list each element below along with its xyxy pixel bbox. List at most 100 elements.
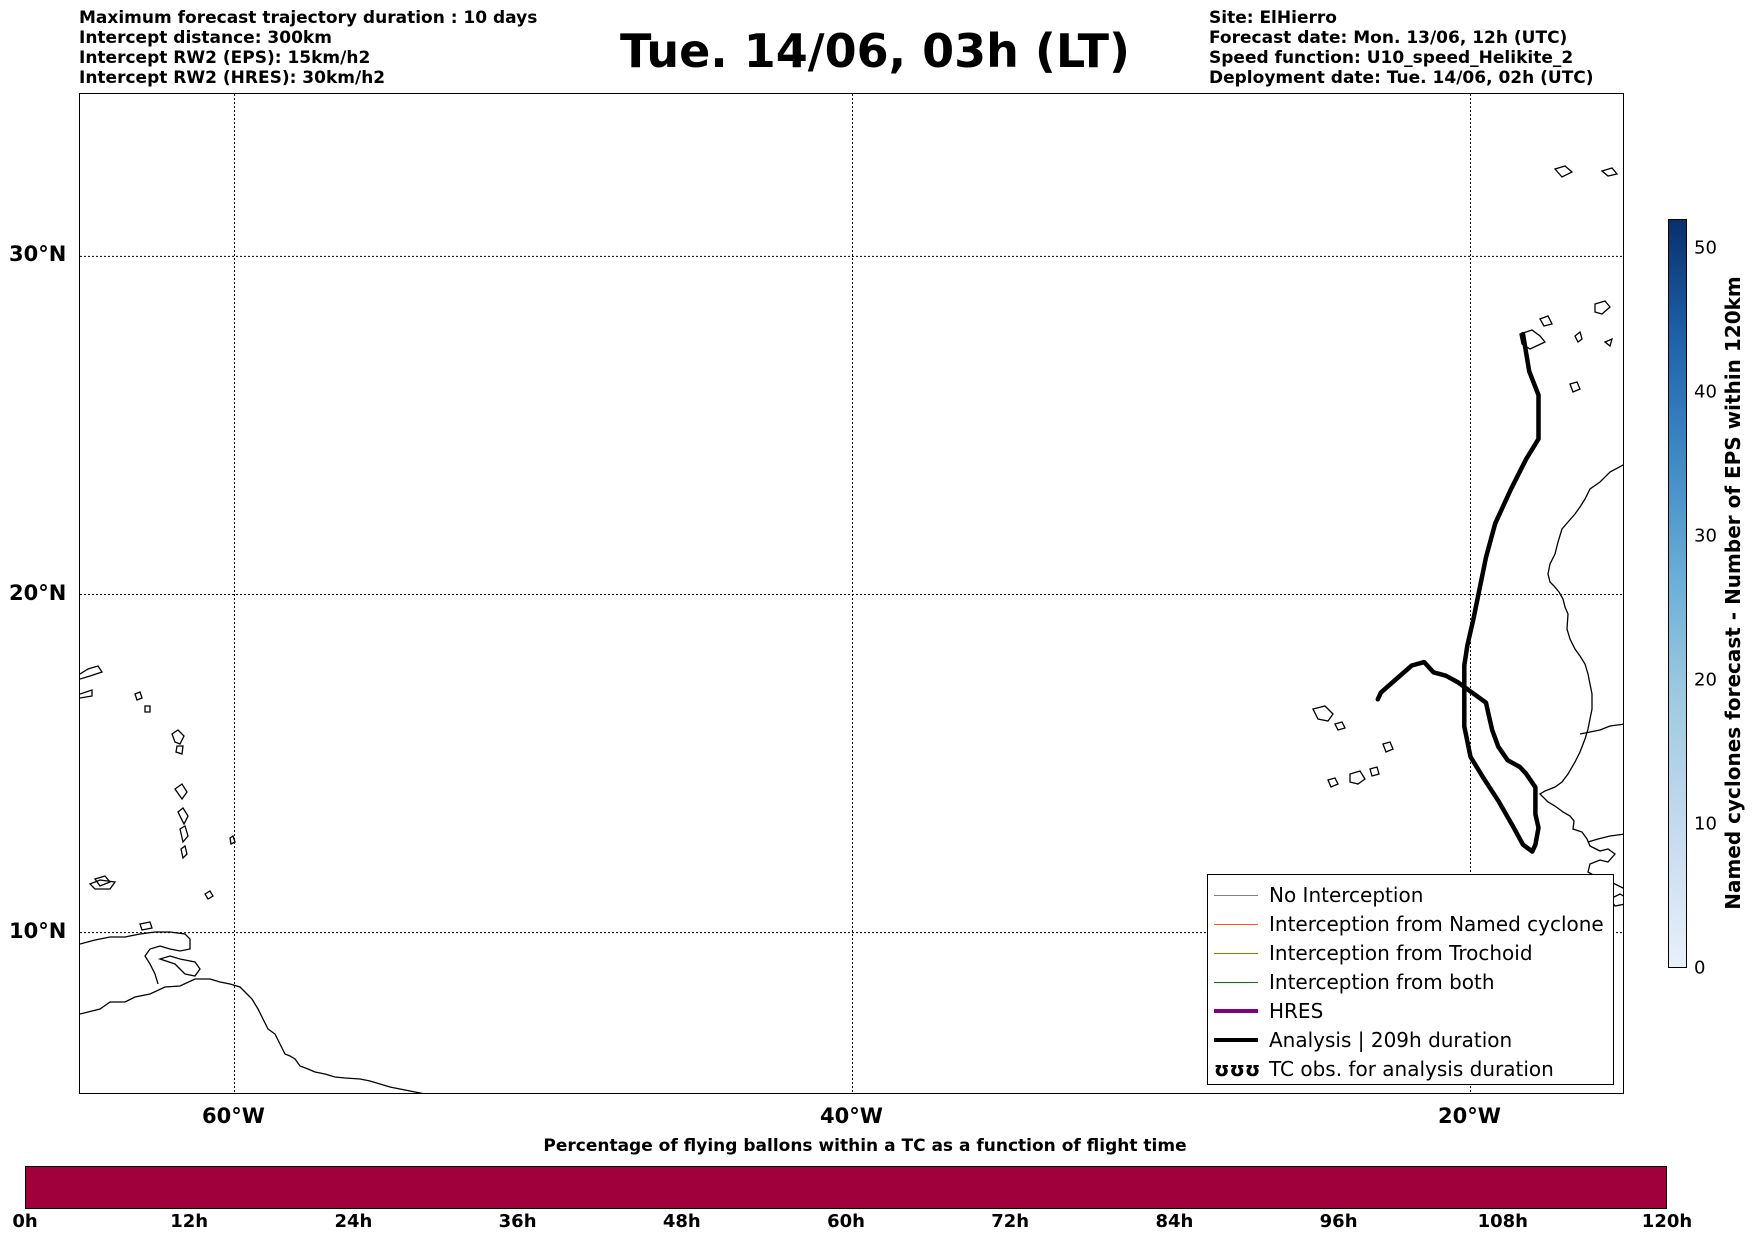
header-right-info: Site: ElHierro Forecast date: Mon. 13/06… — [1209, 8, 1594, 88]
coastline-west-africa — [1538, 464, 1623, 889]
coastline-south-america — [80, 978, 424, 1093]
flight-time-tick: 12h — [170, 1211, 209, 1232]
island-santo-antao — [1312, 705, 1334, 722]
legend-item-no-interception: No Interception — [1208, 882, 1613, 908]
legend-item-trochoid: Interception from Trochoid — [1208, 940, 1613, 966]
legend-swatch — [1214, 924, 1258, 925]
island-small-3 — [93, 875, 112, 887]
flight-time-tick: 108h — [1477, 1211, 1528, 1232]
island-west-africa-coast-east — [1609, 893, 1623, 907]
flight-time-bar — [25, 1166, 1667, 1209]
colorbar-tick: 30 — [1694, 525, 1717, 547]
legend-label: Interception from both — [1269, 970, 1495, 994]
header-left-info: Maximum forecast trajectory duration : 1… — [79, 8, 537, 88]
flight-time-tick: 24h — [334, 1211, 373, 1232]
flight-time-bar-title: Percentage of flying ballons within a TC… — [543, 1136, 1187, 1156]
coastline-venezuela-north — [80, 931, 191, 985]
island-madeira — [1553, 165, 1574, 178]
intercept-distance-text: Intercept distance: 300km — [79, 28, 332, 48]
lon-label-60w: 60°W — [202, 1104, 265, 1128]
coastline-trinidad — [157, 955, 201, 977]
lon-label-40w: 40°W — [820, 1104, 883, 1128]
coastline-guinea-bissau — [1587, 833, 1623, 843]
tc-obs-symbol-icon: ʊʊʊ — [1214, 1057, 1261, 1081]
intercept-eps-text: Intercept RW2 (EPS): 15km/h2 — [79, 48, 371, 68]
flight-time-tick: 36h — [498, 1211, 537, 1232]
island-boa-vista — [1369, 766, 1380, 777]
colorbar-tick: 50 — [1694, 237, 1717, 259]
max-duration-text: Maximum forecast trajectory duration : 1… — [79, 8, 538, 28]
flight-time-tick: 48h — [662, 1211, 701, 1232]
legend-swatch — [1214, 895, 1258, 896]
island-puerto-rico — [80, 689, 93, 699]
island-aruba — [88, 879, 117, 890]
island-sao-vicente — [1334, 721, 1346, 731]
legend-label: Interception from Trochoid — [1269, 941, 1533, 965]
island-canaria-east — [1594, 300, 1611, 315]
legend-swatch — [1214, 1038, 1258, 1042]
colorbar-tick: 40 — [1694, 381, 1717, 403]
forecast-date-text: Forecast date: Mon. 13/06, 12h (UTC) — [1209, 28, 1568, 48]
legend-label: Analysis | 209h duration — [1269, 1028, 1513, 1052]
island-elhierro — [1569, 381, 1581, 393]
island-virgin-islands — [80, 665, 104, 680]
legend-item-both: Interception from both — [1208, 969, 1613, 995]
map-panel[interactable] — [79, 93, 1624, 1094]
legend-label: HRES — [1269, 999, 1324, 1023]
speed-function-text: Speed function: U10_speed_Helikite_2 — [1209, 48, 1574, 68]
lon-label-20w: 20°W — [1438, 1104, 1501, 1128]
flight-time-tick: 96h — [1319, 1211, 1358, 1232]
island-small-1 — [134, 691, 143, 701]
coastlines — [80, 165, 1623, 1093]
flight-time-tick: 0h — [12, 1211, 38, 1232]
lat-label-10n: 10°N — [9, 918, 67, 943]
island-leewards — [175, 745, 184, 755]
legend-swatch — [1214, 1009, 1258, 1013]
island-lapalma — [1539, 315, 1553, 327]
deployment-date-text: Deployment date: Tue. 14/06, 02h (UTC) — [1209, 68, 1594, 88]
colorbar — [1668, 219, 1687, 968]
gridlines — [80, 94, 1623, 1093]
map-legend: No Interception Interception from Named … — [1207, 874, 1614, 1085]
island-stlucia — [180, 844, 188, 860]
island-martinique — [177, 807, 189, 826]
legend-label: Interception from Named cyclone — [1269, 912, 1604, 936]
flight-time-tick: 60h — [827, 1211, 865, 1232]
legend-label: No Interception — [1269, 883, 1424, 907]
legend-item-analysis: Analysis | 209h duration — [1208, 1027, 1613, 1053]
colorbar-tick: 20 — [1694, 669, 1717, 691]
colorbar-label: Named cyclones forecast - Number of EPS … — [1721, 276, 1745, 910]
intercept-hres-text: Intercept RW2 (HRES): 30km/h2 — [79, 68, 386, 88]
coastline-senegal-gambia — [1579, 723, 1623, 735]
island-fuerteventura — [1600, 167, 1619, 177]
legend-item-tc-obs: ʊʊʊ TC obs. for analysis duration — [1208, 1056, 1613, 1082]
island-sal — [1382, 741, 1394, 753]
lat-label-30n: 30°N — [9, 242, 67, 267]
island-guadeloupe — [174, 783, 188, 801]
page-title: Tue. 14/06, 03h (LT) — [620, 24, 1130, 78]
legend-item-hres: HRES — [1208, 998, 1613, 1024]
island-lanzarote — [1574, 330, 1583, 343]
map-canvas — [80, 94, 1623, 1093]
colorbar-tick: 10 — [1694, 813, 1717, 835]
legend-label: TC obs. for analysis duration — [1269, 1057, 1554, 1081]
site-text: Site: ElHierro — [1209, 8, 1337, 28]
flight-time-tick: 120h — [1641, 1211, 1693, 1232]
island-barbados — [229, 834, 236, 845]
lat-label-20n: 20°N — [9, 580, 67, 605]
legend-swatch — [1214, 982, 1258, 983]
flight-time-tick: 84h — [1155, 1211, 1194, 1232]
island-margarita — [139, 921, 153, 931]
island-gran-canaria — [1603, 337, 1614, 348]
island-small-2 — [144, 705, 151, 713]
island-tenerife — [1519, 329, 1547, 350]
colorbar-tick: 0 — [1694, 957, 1706, 979]
island-santiago — [1349, 770, 1366, 785]
analysis-trajectory-line — [1375, 331, 1541, 854]
island-dominica — [179, 825, 189, 844]
island-fogo — [1327, 777, 1339, 788]
legend-swatch — [1214, 953, 1258, 954]
island-antigua — [171, 729, 185, 745]
flight-time-tick: 72h — [991, 1211, 1030, 1232]
legend-item-named-cyclone: Interception from Named cyclone — [1208, 911, 1613, 937]
